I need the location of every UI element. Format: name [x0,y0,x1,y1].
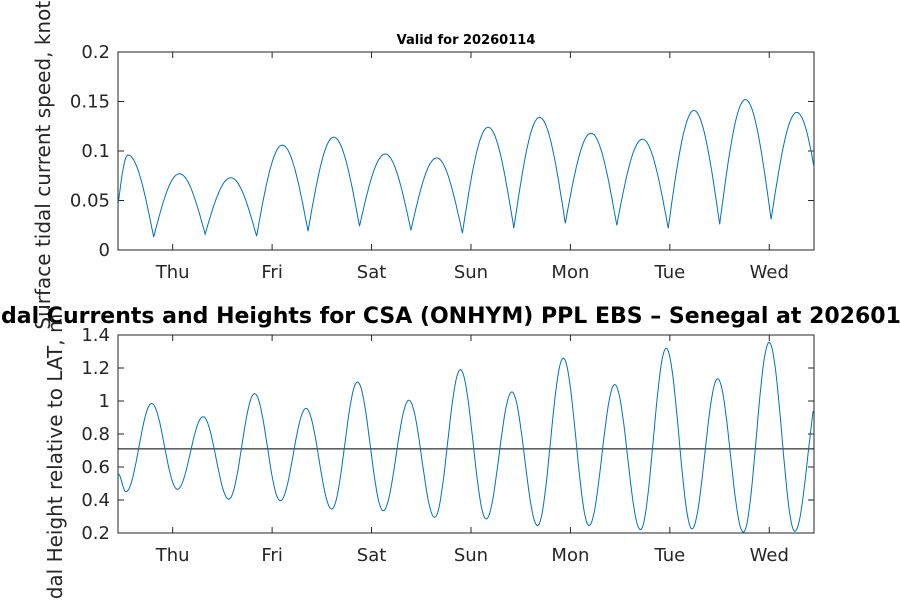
tidal-height-xtick-label: Thu [155,545,190,566]
tidal-height-y-axis-label: Tidal Height relative to LAT, m [43,314,67,600]
tidal-height-plot-area [117,334,815,534]
tidal-height-ytick-label: 1.2 [81,358,110,379]
current-speed-y-axis-label: Surface tidal current speed, knots [31,0,55,330]
current-speed-y-axis: 0 0.05 0.1 0.15 0.2 [70,42,814,261]
tidal-height-ytick-label: 1 [99,391,110,412]
tidal-height-xtick-label: Wed [750,545,789,566]
tidal-height-ytick-label: 1.4 [81,325,110,346]
current-speed-ytick-label: 0.05 [70,191,110,212]
current-speed-series-line [117,98,815,238]
current-speed-xtick-label: Sat [357,262,387,283]
current-speed-xtick-label: Sun [454,262,488,283]
tidal-height-xtick-label: Sat [357,545,387,566]
current-speed-ytick-label: 0.2 [81,42,110,63]
tidal-height-ytick-label: 0.2 [81,523,110,544]
current-speed-ytick-label: 0.15 [70,92,110,113]
current-speed-xtick-label: Mon [551,262,589,283]
current-speed-ytick-label: 0 [99,240,110,261]
tidal-height-x-axis: Thu Fri Sat Sun Mon Tue Wed [155,335,789,566]
tidal-height-series-line [117,341,814,533]
current-speed-xtick-label: Wed [750,262,789,283]
current-speed-xtick-label: Tue [653,262,685,283]
tidal-height-xtick-label: Sun [454,545,488,566]
tidal-height-chart: 0.2 0.4 0.6 0.8 1 1.2 1.4 Thu Fri Sat Sun Mon Tue We… [0,304,900,600]
current-speed-chart-title: Valid for 20260114 [397,33,536,48]
tidal-height-y-axis: 0.2 0.4 0.6 0.8 1 1.2 1.4 [81,325,814,544]
main-chart-title: Tidal Currents and Heights for CSA (ONHY… [0,304,900,329]
current-speed-ytick-label: 0.1 [81,141,110,162]
tidal-height-ytick-label: 0.8 [81,424,110,445]
current-speed-xtick-label: Thu [155,262,190,283]
current-speed-x-axis: Thu Fri Sat Sun Mon Tue Wed [155,52,789,283]
tidal-height-ytick-label: 0.6 [81,457,110,478]
current-speed-plot-area [117,51,815,251]
tidal-height-ytick-label: 0.4 [81,490,110,511]
tidal-height-xtick-label: Tue [653,545,685,566]
tidal-height-xtick-label: Mon [551,545,589,566]
current-speed-xtick-label: Fri [261,262,282,283]
current-speed-chart: 0 0.05 0.1 0.15 0.2 Thu Fri Sat Sun Mon Tue Wed Va… [31,0,815,330]
tidal-height-xtick-label: Fri [261,545,282,566]
